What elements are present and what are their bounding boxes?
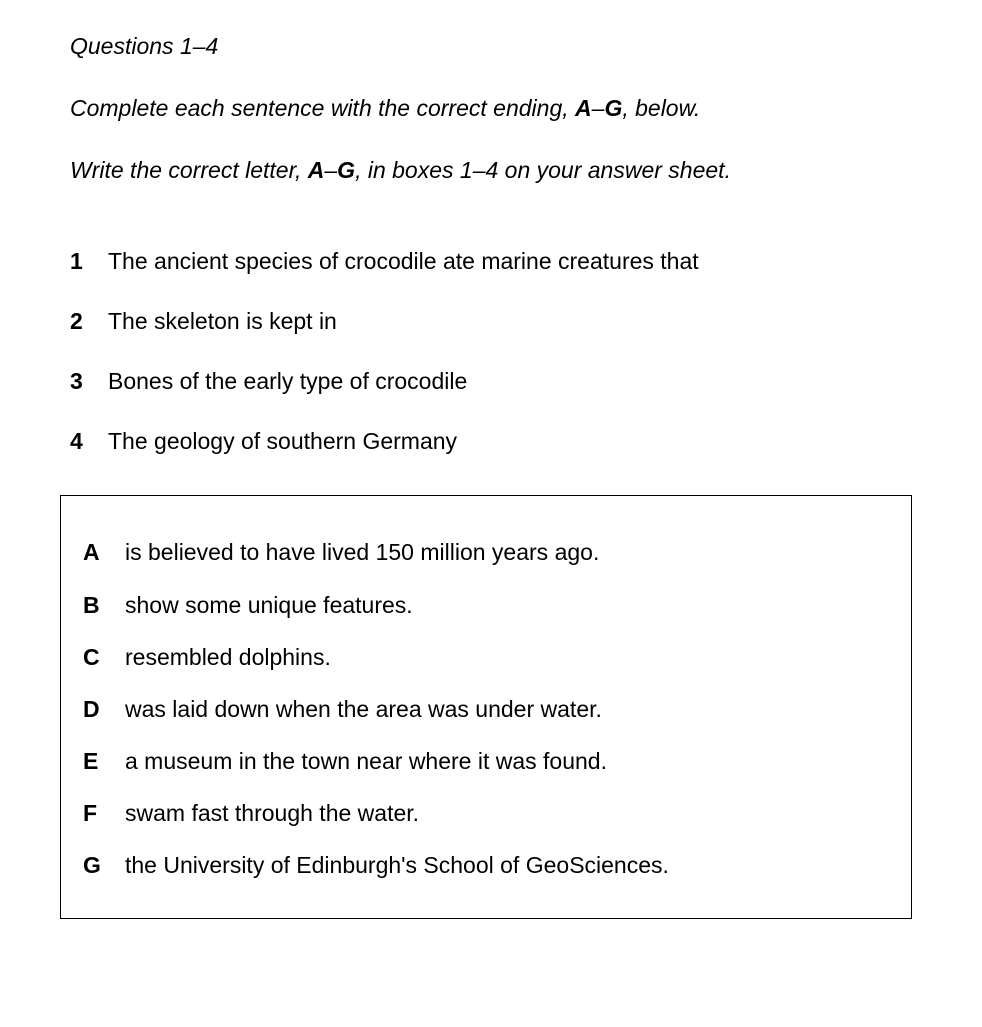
option-text: the University of Edinburgh's School of … [125,849,889,881]
option-text: resembled dolphins. [125,641,889,673]
instr2-post: , in boxes 1–4 on your answer sheet. [355,157,731,183]
option-item: E a museum in the town near where it was… [83,745,889,777]
instr1-bold-a: A [575,95,592,121]
option-item: F swam fast through the water. [83,797,889,829]
option-item: D was laid down when the area was under … [83,693,889,725]
option-letter: A [83,536,125,568]
instr1-mid: – [592,95,605,121]
option-letter: G [83,849,125,881]
questions-list: 1 The ancient species of crocodile ate m… [70,245,922,458]
instr2-mid: – [324,157,337,183]
option-text: was laid down when the area was under wa… [125,693,889,725]
option-item: C resembled dolphins. [83,641,889,673]
question-number: 4 [70,425,108,457]
option-item: G the University of Edinburgh's School o… [83,849,889,881]
questions-range-title: Questions 1–4 [70,30,922,62]
instr1-pre: Complete each sentence with the correct … [70,95,575,121]
instruction-line-1: Complete each sentence with the correct … [70,92,922,124]
instr2-bold-g: G [337,157,355,183]
option-letter: E [83,745,125,777]
question-text: The geology of southern Germany [108,425,922,457]
title-text: Questions 1–4 [70,33,218,59]
option-letter: F [83,797,125,829]
option-letter: D [83,693,125,725]
instruction-line-2: Write the correct letter, A–G, in boxes … [70,154,922,186]
question-item: 3 Bones of the early type of crocodile [70,365,922,397]
option-item: B show some unique features. [83,589,889,621]
question-number: 1 [70,245,108,277]
option-text: is believed to have lived 150 million ye… [125,536,889,568]
option-letter: C [83,641,125,673]
instr1-post: , below. [622,95,700,121]
question-number: 2 [70,305,108,337]
option-letter: B [83,589,125,621]
answer-options-box: A is believed to have lived 150 million … [60,495,912,918]
question-text: Bones of the early type of crocodile [108,365,922,397]
instr2-pre: Write the correct letter, [70,157,308,183]
option-text: a museum in the town near where it was f… [125,745,889,777]
instr2-bold-a: A [308,157,325,183]
option-text: swam fast through the water. [125,797,889,829]
question-item: 4 The geology of southern Germany [70,425,922,457]
option-text: show some unique features. [125,589,889,621]
question-number: 3 [70,365,108,397]
question-text: The ancient species of crocodile ate mar… [108,245,922,277]
question-text: The skeleton is kept in [108,305,922,337]
question-item: 2 The skeleton is kept in [70,305,922,337]
question-item: 1 The ancient species of crocodile ate m… [70,245,922,277]
instr1-bold-g: G [604,95,622,121]
option-item: A is believed to have lived 150 million … [83,536,889,568]
